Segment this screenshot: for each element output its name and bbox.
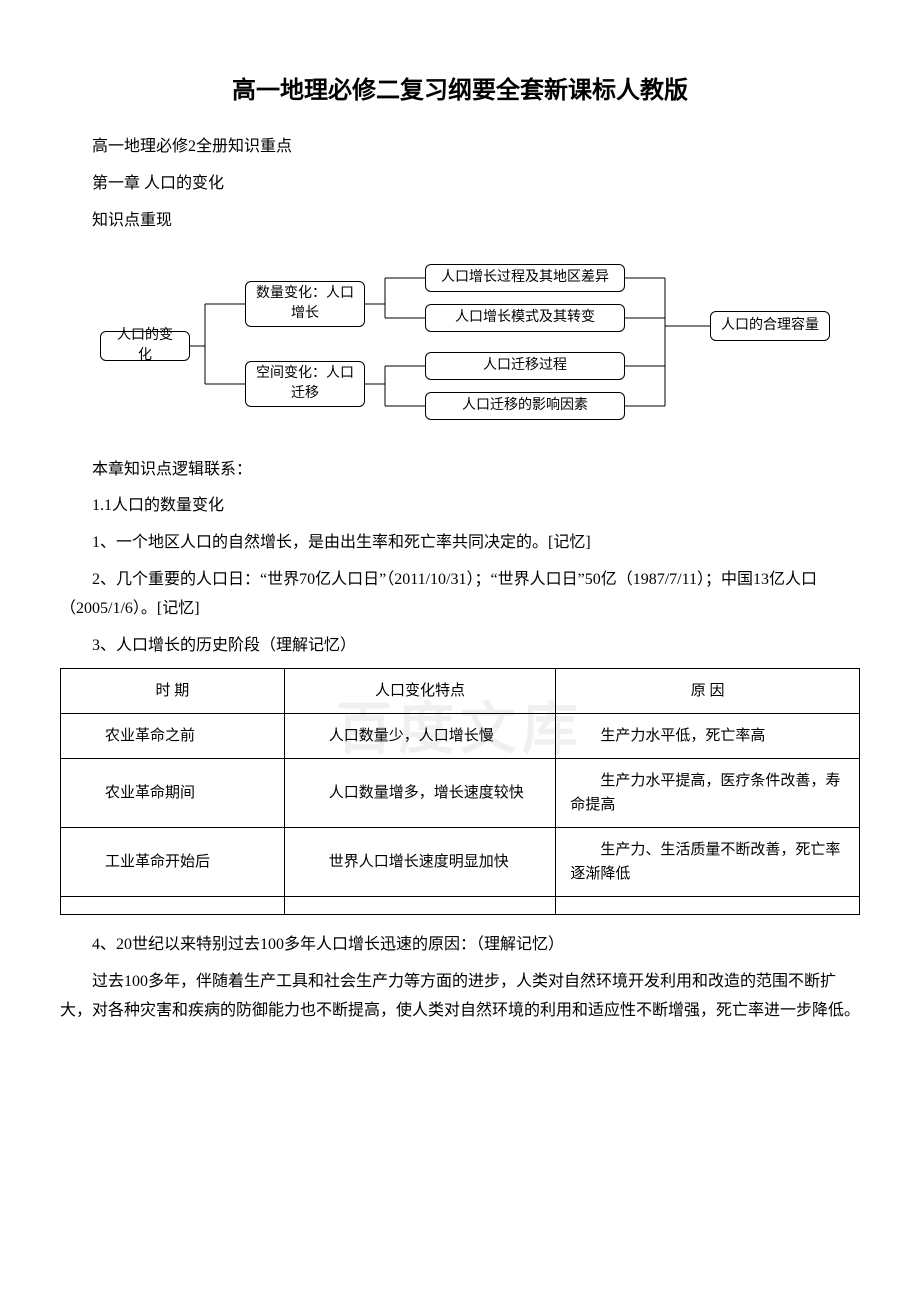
intro-line-1: 高一地理必修2全册知识重点 xyxy=(60,133,860,162)
table-cell xyxy=(284,897,556,915)
table-header-cell: 时 期 xyxy=(61,669,285,714)
diagram-node-mid2: 空间变化：人口迁移 xyxy=(245,361,365,407)
table-cell: 生产力、生活质量不断改善，死亡率逐渐降低 xyxy=(556,828,860,897)
diagram-node-root: 人口的变化 xyxy=(100,331,190,361)
history-stages-table: 时 期 人口变化特点 原 因 农业革命之前 人口数量少，人口增长慢 生产力水平低… xyxy=(60,668,860,915)
body-p3: 1、一个地区人口的自然增长，是由出生率和死亡率共同决定的。[记忆] xyxy=(60,529,860,558)
table-header-row: 时 期 人口变化特点 原 因 xyxy=(61,669,860,714)
diagram-node-right: 人口的合理容量 xyxy=(710,311,830,341)
table-cell: 生产力水平提高，医疗条件改善，寿命提高 xyxy=(556,759,860,828)
table-cell: 工业革命开始后 xyxy=(61,828,285,897)
diagram-node-leaf1: 人口增长过程及其地区差异 xyxy=(425,264,625,292)
body-p4-text: 2、几个重要的人口日：“世界70亿人口日”（2011/10/31）；“世界人口日… xyxy=(60,566,860,624)
after-p6: 4、20世纪以来特别过去100多年人口增长迅速的原因：（理解记忆） xyxy=(60,931,860,960)
body-p1: 本章知识点逻辑联系： xyxy=(60,456,860,485)
table-row: 工业革命开始后 世界人口增长速度明显加快 生产力、生活质量不断改善，死亡率逐渐降… xyxy=(61,828,860,897)
table-cell: 人口数量增多，增长速度较快 xyxy=(284,759,556,828)
table-header-cell: 原 因 xyxy=(556,669,860,714)
document-title: 高一地理必修二复习纲要全套新课标人教版 xyxy=(60,70,860,113)
table-cell xyxy=(556,897,860,915)
after-p7: 过去100多年，伴随着生产工具和社会生产力等方面的进步，人类对自然环境开发利用和… xyxy=(60,968,860,1026)
diagram-node-mid1: 数量变化：人口增长 xyxy=(245,281,365,327)
table-cell: 世界人口增长速度明显加快 xyxy=(284,828,556,897)
body-p5: 3、人口增长的历史阶段（理解记忆） xyxy=(60,632,860,661)
table-cell: 农业革命期间 xyxy=(61,759,285,828)
table-cell: 人口数量少，人口增长慢 xyxy=(284,714,556,759)
table-cell: 生产力水平低，死亡率高 xyxy=(556,714,860,759)
diagram-node-leaf2: 人口增长模式及其转变 xyxy=(425,304,625,332)
intro-line-2: 第一章 人口的变化 xyxy=(60,170,860,199)
table-cell: 农业革命之前 xyxy=(61,714,285,759)
diagram-node-leaf3: 人口迁移过程 xyxy=(425,352,625,380)
table-cell xyxy=(61,897,285,915)
table-header-cell: 人口变化特点 xyxy=(284,669,556,714)
diagram-node-leaf4: 人口迁移的影响因素 xyxy=(425,392,625,420)
intro-line-3: 知识点重现 xyxy=(60,207,860,236)
table-empty-row xyxy=(61,897,860,915)
concept-diagram: 人口的变化 数量变化：人口增长 空间变化：人口迁移 人口增长过程及其地区差异 人… xyxy=(70,256,850,436)
body-p4: 2、几个重要的人口日：“世界70亿人口日”（2011/10/31）；“世界人口日… xyxy=(60,566,860,624)
table-row: 农业革命之前 人口数量少，人口增长慢 生产力水平低，死亡率高 xyxy=(61,714,860,759)
body-p2: 1.1人口的数量变化 xyxy=(60,492,860,521)
table-row: 农业革命期间 人口数量增多，增长速度较快 生产力水平提高，医疗条件改善，寿命提高 xyxy=(61,759,860,828)
after-p7-text: 过去100多年，伴随着生产工具和社会生产力等方面的进步，人类对自然环境开发利用和… xyxy=(60,968,860,1026)
